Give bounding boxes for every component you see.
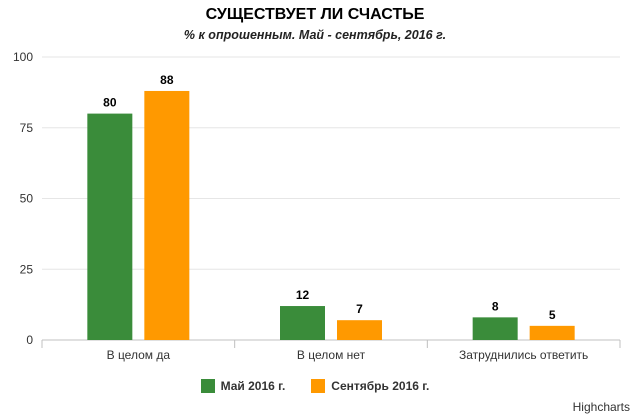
legend-label-may: Май 2016 г. — [220, 379, 286, 393]
data-label: 7 — [356, 302, 363, 316]
x-tick-label: В целом нет — [297, 348, 366, 362]
bar — [529, 325, 575, 340]
chart-legend: Май 2016 г. Сентябрь 2016 г. — [0, 379, 630, 393]
data-label: 12 — [296, 288, 310, 302]
legend-item-may[interactable]: Май 2016 г. — [200, 379, 286, 393]
legend-label-september: Сентябрь 2016 г. — [331, 379, 430, 393]
data-label: 88 — [160, 73, 174, 87]
bar — [144, 90, 190, 341]
data-label: 80 — [103, 96, 117, 110]
legend-swatch-may — [200, 379, 215, 393]
y-tick-label: 50 — [20, 192, 34, 206]
chart-subtitle: % к опрошенным. Май - сентябрь, 2016 г. — [183, 28, 447, 42]
y-tick-label: 100 — [13, 50, 33, 64]
data-label: 5 — [549, 308, 556, 322]
legend-swatch-september — [311, 379, 326, 393]
bar — [337, 320, 382, 340]
x-tick-label: Затруднились ответить — [459, 348, 588, 362]
chart-title: СУЩЕСТВУЕТ ЛИ СЧАСТЬЕ — [205, 6, 425, 23]
bar — [87, 113, 133, 340]
credits-link[interactable]: Highcharts — [572, 400, 630, 414]
legend-item-september[interactable]: Сентябрь 2016 г. — [311, 379, 429, 393]
y-tick-label: 75 — [20, 121, 34, 135]
bar — [280, 306, 325, 340]
data-label: 8 — [492, 299, 499, 313]
x-tick-label: В целом да — [107, 348, 171, 362]
y-tick-label: 0 — [26, 333, 33, 347]
y-tick-label: 25 — [20, 262, 34, 276]
bar — [472, 317, 518, 340]
